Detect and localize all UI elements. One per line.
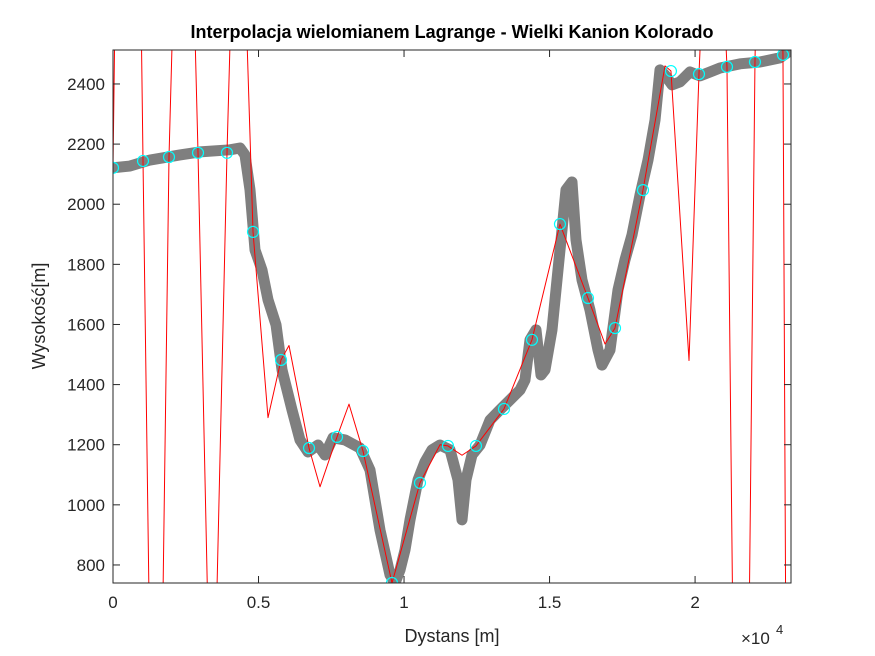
x-tick-label: 0 [108,593,117,612]
node-marker [385,576,399,583]
axes-box [112,49,792,584]
y-tick-label: 1000 [67,496,105,515]
y-tick-label: 1800 [67,255,105,274]
node-marker [330,430,344,443]
x-exponent: 4 [776,622,783,637]
interpolation-line [113,50,787,583]
node-marker [413,476,427,489]
node-marker [525,333,539,346]
y-tick-label: 800 [77,556,105,575]
node-marker [162,150,176,164]
x-tick-label: 0.5 [247,593,271,612]
x-axis-label: Dystans [m] [404,626,499,646]
y-tick-label: 2200 [67,135,105,154]
node-marker [469,439,483,453]
y-tick-label: 1400 [67,376,105,395]
node-marker [776,50,790,61]
plot-layer [113,50,791,583]
x-tick-label: 1.5 [538,593,562,612]
node-marker [581,291,595,305]
node-marker [664,64,678,78]
node-marker [191,146,205,159]
node-marker [113,161,120,174]
node-marker [274,353,288,367]
node-marker [608,321,622,335]
node-marker [720,60,734,73]
node-marker [441,439,455,453]
chart-title: Interpolacja wielomianem Lagrange - Wiel… [191,22,714,42]
node-marker [356,444,370,458]
y-tick-label: 2400 [67,75,105,94]
node-marker [636,183,650,197]
node-marker [553,217,567,231]
y-tick-label: 2000 [67,195,105,214]
node-marker [692,67,706,81]
node-marker [497,402,511,416]
x-tick-label: 1 [399,593,408,612]
y-tick-label: 1600 [67,315,105,334]
y-tick-label: 1200 [67,436,105,455]
x-tick-label: 2 [690,593,699,612]
x-multiplier: ×10 [741,629,770,648]
node-marker [246,225,260,238]
node-marker [302,441,316,455]
y-axis-label: Wysokość[m] [29,263,49,370]
node-marker [748,55,762,69]
plot-area [113,50,791,583]
node-marker [220,146,234,159]
node-marker [136,154,150,168]
